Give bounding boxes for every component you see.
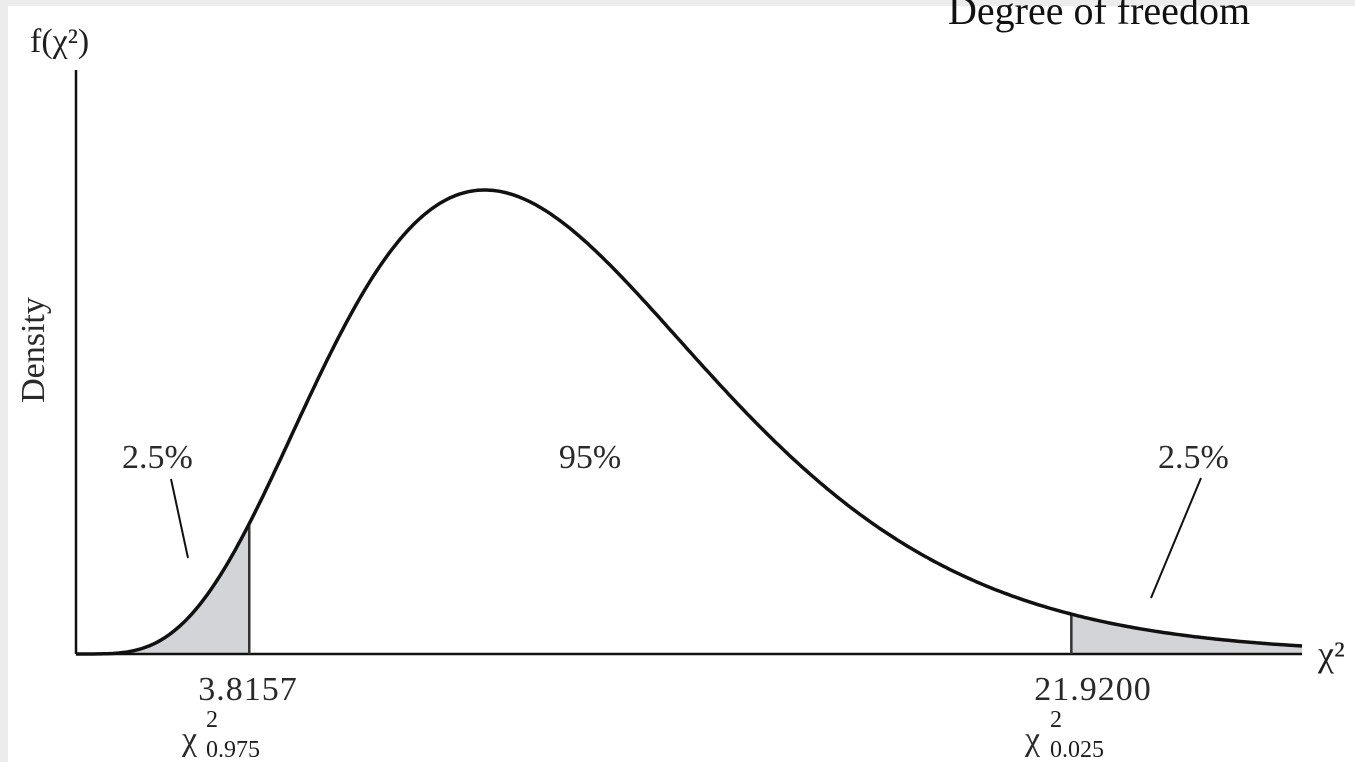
x-axis-label: χ²: [1317, 634, 1345, 674]
svg-text:2: 2: [206, 707, 218, 733]
density-curve: [76, 188, 1303, 656]
svg-text:0.025: 0.025: [1050, 737, 1104, 762]
upper-critical-value-label: 21.9200: [1034, 671, 1152, 708]
svg-text:0.975: 0.975: [206, 737, 260, 762]
upper-tail-shaded-area: [1071, 614, 1302, 654]
y-axis-symbol: f(χ²): [30, 23, 89, 60]
y-axis-label: Density: [15, 297, 52, 403]
center-percent-label: 95%: [559, 439, 621, 476]
upper-tail-leader-line: [1150, 477, 1202, 599]
lower-tail-leader-line: [170, 478, 189, 559]
lower-critical-symbol: χ 2 0.975: [181, 707, 260, 762]
lower-tail-shaded-area: [76, 523, 250, 654]
chart-title: Degree of freedom: [948, 0, 1250, 33]
svg-text:2: 2: [1050, 707, 1062, 733]
upper-tail-percent-label: 2.5%: [1158, 439, 1229, 476]
upper-critical-symbol: χ 2 0.025: [1024, 707, 1104, 762]
svg-text:χ: χ: [1024, 721, 1041, 758]
lower-tail-percent-label: 2.5%: [122, 439, 193, 476]
lower-critical-value-label: 3.8157: [198, 671, 298, 708]
svg-text:χ: χ: [181, 721, 198, 758]
